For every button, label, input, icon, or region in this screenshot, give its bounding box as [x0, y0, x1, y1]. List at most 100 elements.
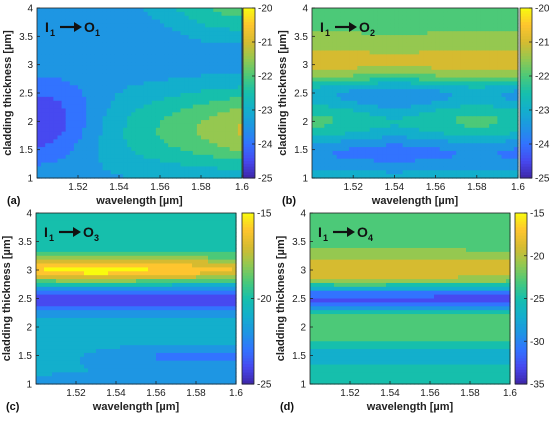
heatmap-cell	[410, 162, 416, 168]
heatmap-cell	[65, 96, 71, 102]
heatmap-cell	[119, 65, 124, 71]
heatmap-cell	[168, 116, 173, 121]
heatmap-cell	[172, 93, 177, 98]
heatmap-cell	[237, 77, 243, 83]
heatmap-cell	[394, 58, 400, 63]
heatmap-cell	[382, 81, 387, 86]
heatmap-cell	[201, 120, 206, 125]
heatmap-cell	[168, 81, 173, 86]
heatmap-cell	[423, 143, 428, 148]
heatmap-cell	[90, 85, 95, 90]
heatmap-cell	[229, 120, 235, 125]
heatmap-cell	[406, 166, 412, 171]
heatmap-cell	[439, 81, 445, 86]
heatmap-cell	[316, 127, 321, 133]
heatmap-cell	[196, 85, 202, 90]
heatmap-cell	[332, 23, 338, 28]
heatmap-cell	[456, 31, 461, 36]
heatmap-cell	[201, 11, 206, 17]
heatmap-cell	[164, 89, 169, 94]
heatmap-cell	[184, 46, 190, 52]
heatmap-cell	[447, 54, 453, 59]
heatmap-cell	[49, 11, 54, 17]
heatmap-cell	[452, 31, 457, 36]
heatmap-cell	[52, 356, 57, 362]
heatmap-cell	[410, 170, 416, 175]
heatmap-cell	[377, 112, 383, 117]
heatmap-cell	[106, 58, 112, 63]
heatmap-cell	[468, 81, 474, 86]
heatmap-cell	[439, 150, 445, 156]
colorbar-segment	[520, 155, 532, 159]
heatmap-cell	[233, 127, 239, 133]
heatmap-cell	[172, 154, 177, 160]
heatmap-cell	[320, 58, 325, 63]
heatmap-cell	[328, 143, 334, 148]
heatmap-cell	[406, 69, 412, 75]
heatmap-cell	[427, 58, 433, 63]
heatmap-cell	[188, 46, 194, 52]
heatmap-cell	[53, 54, 59, 59]
heatmap-cell	[57, 174, 63, 179]
heatmap-cell	[423, 81, 428, 86]
heatmap-cell	[98, 54, 104, 59]
heatmap-cell	[361, 65, 367, 71]
heatmap-cell	[106, 139, 112, 144]
heatmap-cell	[209, 89, 214, 94]
heatmap-cell	[78, 35, 83, 40]
colorbar-segment	[520, 36, 532, 40]
heatmap-cell	[131, 27, 136, 32]
heatmap-cell	[143, 19, 149, 25]
heatmap-cell	[106, 62, 112, 67]
heatmap-cell	[61, 135, 67, 140]
heatmap-cell	[60, 267, 65, 272]
heatmap-cell	[332, 85, 338, 90]
heatmap-cell	[501, 15, 507, 21]
heatmap-cell	[52, 364, 57, 370]
heatmap-cell	[56, 329, 61, 335]
heatmap-cell	[452, 27, 457, 32]
heatmap-cell	[209, 31, 214, 36]
heatmap-cell	[53, 127, 59, 133]
heatmap-cell	[456, 81, 461, 86]
heatmap-cell	[201, 62, 206, 67]
heatmap-cell	[114, 27, 120, 32]
heatmap-cell	[489, 46, 494, 52]
heatmap-cell	[349, 116, 354, 121]
heatmap-cell	[184, 27, 190, 32]
heatmap-cell	[497, 81, 503, 86]
heatmap-cell	[447, 143, 453, 148]
heatmap-cell	[65, 50, 71, 55]
heatmap-cell	[143, 123, 149, 129]
heatmap-cell	[49, 112, 54, 117]
heatmap-cell	[78, 100, 83, 106]
heatmap-cell	[86, 162, 91, 168]
heatmap-cell	[82, 85, 87, 90]
heatmap-cell	[172, 108, 177, 113]
heatmap-cell	[419, 139, 424, 144]
heatmap-cell	[49, 96, 54, 102]
heatmap-cell	[229, 54, 235, 59]
heatmap-cell	[468, 23, 474, 28]
colorbar-segment	[243, 101, 255, 105]
heatmap-cell	[164, 112, 169, 117]
heatmap-cell	[73, 131, 79, 137]
heatmap-cell	[365, 170, 371, 175]
heatmap-cell	[505, 65, 511, 71]
heatmap-cell	[324, 131, 330, 137]
heatmap-cell	[340, 73, 346, 79]
heatmap-cell	[114, 77, 120, 83]
heatmap-cell	[201, 65, 206, 71]
heatmap-cell	[61, 65, 67, 71]
heatmap-cell	[52, 360, 57, 366]
heatmap-cell	[123, 170, 128, 175]
heatmap-cell	[90, 77, 95, 83]
heatmap-cell	[233, 96, 239, 102]
heatmap-cell	[102, 81, 108, 86]
heatmap-cell	[106, 50, 112, 55]
heatmap-cell	[312, 15, 317, 21]
heatmap-cell	[513, 65, 519, 71]
heatmap-cell	[427, 77, 433, 83]
heatmap-cell	[340, 150, 346, 156]
heatmap-cell	[44, 232, 49, 237]
